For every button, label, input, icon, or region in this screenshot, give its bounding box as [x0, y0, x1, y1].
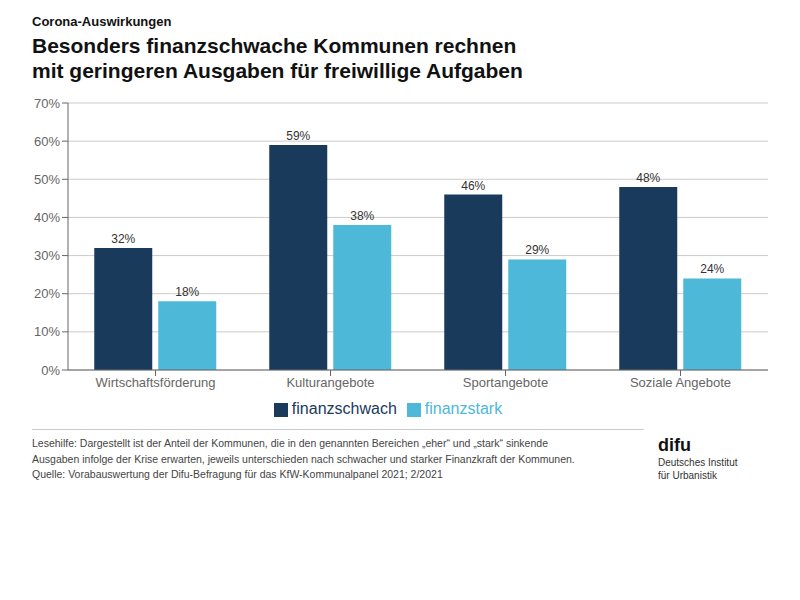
- svg-text:10%: 10%: [34, 325, 60, 340]
- html-text:Deutsches Institut: Deutsches Institut: [658, 457, 738, 469]
- html-text:Quelle: Vorabauswertung der Di: Quelle: Vorabauswertung der Difu-Befragu…: [32, 467, 443, 480]
- svg-text:38%: 38%: [350, 209, 374, 223]
- svg-text:18%: 18%: [175, 286, 199, 300]
- svg-text:50%: 50%: [34, 172, 60, 187]
- svg-text:0%: 0%: [41, 363, 60, 378]
- svg-text:Sportangebote: Sportangebote: [463, 376, 548, 391]
- svg-text:29%: 29%: [525, 244, 549, 258]
- html-text:für Urbanistik: für Urbanistik: [658, 470, 717, 482]
- svg-text:48%: 48%: [636, 171, 660, 185]
- html-text:mit geringeren Ausgaben für fr: mit geringeren Ausgaben für freiwillige …: [32, 59, 523, 83]
- html-text:difu: difu: [658, 435, 691, 456]
- svg-text:59%: 59%: [286, 129, 310, 143]
- svg-text:20%: 20%: [34, 287, 60, 302]
- html-text:Ausgaben infolge der Krise erw: Ausgaben infolge der Krise erwarten, jew…: [32, 452, 575, 465]
- svg-text:30%: 30%: [34, 249, 60, 264]
- svg-text:40%: 40%: [34, 210, 60, 225]
- html-text:Corona-Auswirkungen: Corona-Auswirkungen: [32, 14, 172, 29]
- svg-text:24%: 24%: [700, 263, 724, 277]
- html-text:finanzstark: finanzstark: [424, 400, 503, 418]
- html-text:Besonders finanzschwache Kommu: Besonders finanzschwache Kommunen rechne…: [32, 34, 517, 57]
- svg-text:32%: 32%: [111, 232, 135, 246]
- svg-text:60%: 60%: [34, 134, 60, 149]
- svg-text:Kulturangebote: Kulturangebote: [286, 376, 374, 391]
- html-text:finanzschwach: finanzschwach: [291, 400, 397, 418]
- svg-text:46%: 46%: [461, 179, 485, 193]
- svg-text:Wirtschaftsförderung: Wirtschaftsförderung: [96, 376, 216, 391]
- svg-text:70%: 70%: [34, 96, 60, 111]
- html-text:Lesehilfe: Dargestellt ist der: Lesehilfe: Dargestellt ist der Anteil de…: [32, 437, 548, 450]
- svg-text:Soziale Angebote: Soziale Angebote: [630, 376, 731, 391]
